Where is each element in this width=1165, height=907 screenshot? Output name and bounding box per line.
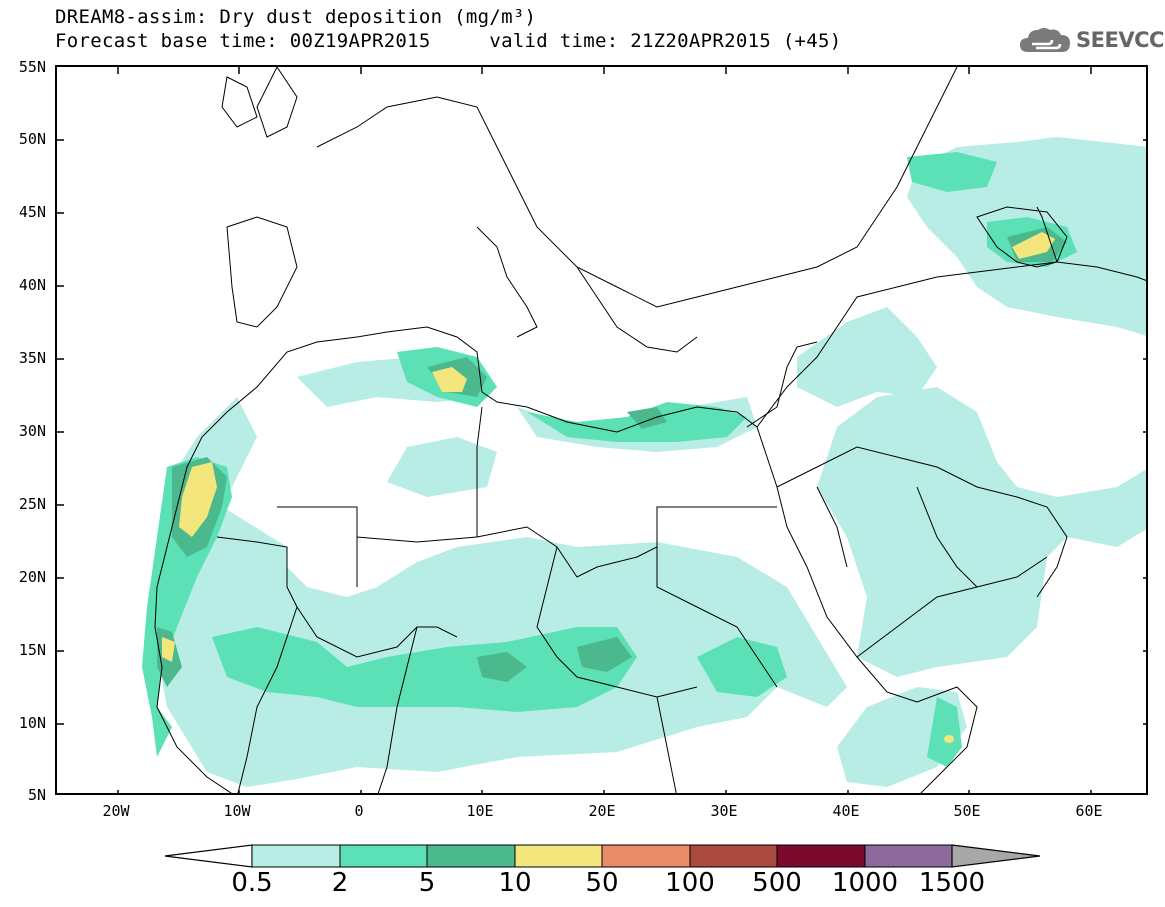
- lat-label-40n: 40N: [18, 276, 46, 294]
- coastlines-and-borders: [154, 67, 1146, 793]
- lat-label-20n: 20N: [18, 568, 46, 586]
- lon-label-30e: 30E: [710, 802, 738, 820]
- colorbar-segment-3: [426, 844, 516, 868]
- map-svg: [57, 67, 1146, 793]
- colorbar-label-10: 10: [498, 868, 532, 898]
- cloud-icon: [1020, 28, 1070, 52]
- lon-label-60e: 60E: [1075, 802, 1103, 820]
- map-area[interactable]: [55, 65, 1148, 795]
- dust-level-10: [162, 232, 1055, 743]
- lon-label-0: 0: [354, 802, 364, 820]
- lat-label-5n: 5N: [27, 786, 46, 804]
- lat-label-15n: 15N: [18, 641, 46, 659]
- lat-label-45n: 45N: [18, 203, 46, 221]
- lon-label-40e: 40E: [832, 802, 860, 820]
- colorbar-label-500: 500: [752, 868, 802, 898]
- lon-label-20e: 20E: [588, 802, 616, 820]
- colorbar-label-1000: 1000: [831, 868, 899, 898]
- forecast-times: Forecast base time: 00Z19APR2015 valid t…: [55, 30, 842, 52]
- colorbar-label-1500: 1500: [918, 868, 986, 898]
- colorbar-label-2: 2: [331, 868, 349, 898]
- logo-text: SEEVCCC: [1076, 28, 1165, 52]
- colorbar-segment-8: [864, 844, 953, 868]
- colorbar-under-arrow: [164, 844, 253, 868]
- colorbar-label-5: 5: [418, 868, 436, 898]
- colorbar-segment-7: [776, 844, 866, 868]
- colorbar-segment-6: [689, 844, 778, 868]
- lat-label-55n: 55N: [18, 58, 46, 76]
- colorbar-segment-5: [601, 844, 691, 868]
- colorbar-segment-2: [339, 844, 428, 868]
- axis-ticks: [57, 67, 1146, 793]
- lat-label-30n: 30N: [18, 422, 46, 440]
- lon-label-50e: 50E: [953, 802, 981, 820]
- colorbar: [164, 844, 1041, 868]
- lat-label-35n: 35N: [18, 349, 46, 367]
- colorbar-label-100: 100: [665, 868, 715, 898]
- lon-label-10w: 10W: [223, 802, 251, 820]
- chart-title: DREAM8-assim: Dry dust deposition (mg/m³…: [55, 6, 537, 28]
- lon-label-20w: 20W: [102, 802, 130, 820]
- colorbar-label-50: 50: [585, 868, 619, 898]
- colorbar-over-arrow: [951, 844, 1041, 868]
- colorbar-label-0-5: 0.5: [231, 868, 273, 898]
- seevccc-logo: SEEVCCC: [1018, 24, 1165, 56]
- lat-label-25n: 25N: [18, 495, 46, 513]
- colorbar-segment-4: [514, 844, 603, 868]
- colorbar-segment-1: [251, 844, 341, 868]
- lat-label-50n: 50N: [18, 130, 46, 148]
- lon-label-10e: 10E: [466, 802, 494, 820]
- lat-label-10n: 10N: [18, 714, 46, 732]
